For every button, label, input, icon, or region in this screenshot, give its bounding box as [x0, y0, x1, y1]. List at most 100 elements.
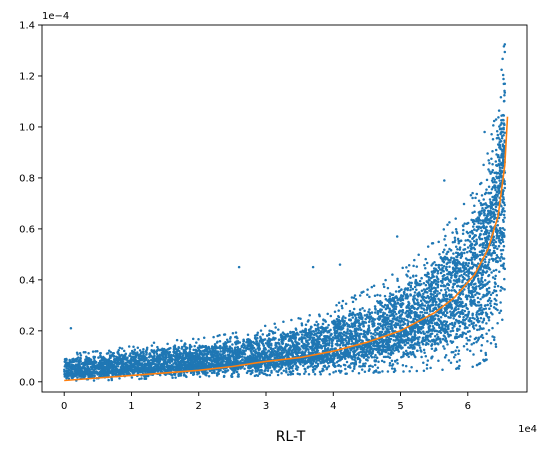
- scatter-point: [388, 292, 392, 295]
- scatter-point: [453, 238, 457, 242]
- scatter-point: [484, 351, 487, 355]
- scatter-point: [268, 329, 271, 333]
- scatter-point: [475, 313, 478, 316]
- scatter-point: [492, 241, 495, 245]
- scatter-point: [449, 313, 453, 317]
- scatter-point: [394, 307, 398, 311]
- scatter-point: [501, 226, 505, 230]
- scatter-point: [482, 317, 486, 321]
- scatter-point: [314, 364, 317, 368]
- scatter-point: [451, 326, 454, 330]
- scatter-point: [145, 347, 149, 351]
- scatter-point: [482, 224, 485, 227]
- scatter-point: [416, 325, 419, 328]
- scatter-point: [465, 336, 468, 340]
- scatter-point: [497, 116, 500, 119]
- scatter-point: [344, 367, 347, 371]
- scatter-point: [492, 211, 496, 214]
- scatter-point: [491, 276, 495, 279]
- scatter-point: [291, 372, 295, 376]
- scatter-point: [464, 332, 468, 336]
- scatter-point: [493, 290, 497, 293]
- scatter-point: [470, 343, 473, 346]
- scatter-point: [282, 363, 285, 366]
- scatter-point: [440, 311, 443, 314]
- scatter-point: [416, 293, 419, 296]
- scatter-point: [268, 373, 272, 377]
- scatter-point: [448, 302, 451, 306]
- scatter-point: [494, 240, 498, 244]
- scatter-point: [499, 309, 503, 312]
- scatter-point: [470, 257, 474, 261]
- scatter-point: [500, 136, 504, 140]
- scatter-point: [225, 338, 229, 341]
- scatter-point: [483, 278, 487, 282]
- scatter-point: [374, 330, 377, 334]
- scatter-point: [480, 194, 484, 197]
- scatter-point: [306, 335, 310, 339]
- scatter-point: [366, 359, 369, 362]
- scatter-point: [330, 360, 334, 364]
- scatter-point: [490, 187, 494, 191]
- scatter-point: [467, 261, 471, 265]
- scatter-point: [360, 339, 363, 342]
- scatter-point: [495, 163, 498, 167]
- scatter-point: [300, 322, 304, 325]
- scatter-point: [441, 368, 444, 372]
- scatter-point: [142, 347, 145, 351]
- scatter-point: [84, 351, 87, 354]
- scatter-point: [461, 224, 465, 227]
- scatter-point: [466, 326, 469, 329]
- scatter-point: [415, 265, 419, 268]
- scatter-point: [433, 289, 437, 293]
- scatter-point: [481, 222, 485, 225]
- scatter-point: [443, 347, 446, 350]
- scatter-point: [469, 193, 473, 197]
- scatter-point: [413, 258, 416, 262]
- scatter-point: [407, 282, 410, 286]
- scatter-point: [282, 369, 286, 372]
- scatter-point: [226, 369, 230, 372]
- scatter-point: [120, 347, 124, 350]
- scatter-point: [503, 288, 506, 291]
- scatter-point: [416, 295, 420, 298]
- scatter-point: [397, 350, 400, 353]
- scatter-point: [430, 342, 434, 346]
- scatter-point: [327, 343, 330, 346]
- scatter-point: [274, 346, 277, 349]
- scatter-point: [383, 294, 387, 298]
- scatter-point: [307, 372, 311, 376]
- scatter-point: [448, 221, 451, 224]
- scatter-point: [495, 130, 499, 133]
- scatter-point: [451, 329, 454, 332]
- scatter-point: [445, 311, 449, 315]
- scatter-point: [498, 311, 501, 315]
- scatter-point: [212, 368, 215, 372]
- scatter-point: [471, 225, 475, 228]
- scatter-point: [342, 341, 345, 345]
- scatter-point: [304, 367, 307, 371]
- scatter-point: [366, 331, 369, 334]
- scatter-point: [259, 329, 263, 332]
- scatter-point: [401, 266, 404, 270]
- scatter-point: [332, 326, 336, 329]
- scatter-point: [450, 351, 453, 354]
- scatter-point: [500, 121, 503, 125]
- scatter-point: [353, 358, 356, 362]
- scatter-point: [374, 334, 377, 337]
- scatter-point: [378, 294, 382, 297]
- scatter-point: [276, 365, 280, 368]
- scatter-point: [491, 138, 495, 141]
- scatter-point: [479, 349, 483, 353]
- scatter-point: [494, 193, 498, 196]
- scatter-point: [319, 372, 322, 376]
- scatter-point: [300, 333, 304, 336]
- scatter-point: [503, 216, 506, 219]
- scatter-point: [287, 365, 290, 368]
- scatter-point: [232, 370, 235, 374]
- scatter-point: [501, 248, 505, 252]
- scatter-point: [255, 373, 258, 377]
- scatter-point: [420, 306, 423, 310]
- scatter-point: [454, 353, 457, 357]
- scatter-point: [443, 356, 447, 359]
